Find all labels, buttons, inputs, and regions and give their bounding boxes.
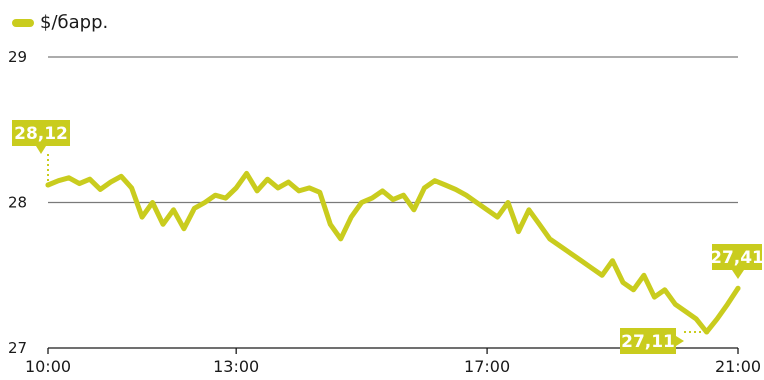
annotation-pointer-2	[732, 270, 744, 279]
y-tick-label-28: 28	[8, 194, 27, 212]
annotation-label-1: 27,11	[621, 332, 675, 352]
annotation-box-1	[620, 328, 676, 354]
x-tick-label-2100: 21:00	[715, 357, 761, 376]
annotation-pointer-1	[676, 336, 684, 346]
x-tick-label-1700: 17:00	[464, 357, 510, 376]
annotation-point-1	[704, 329, 710, 335]
annotation-label-0: 28,12	[14, 124, 68, 144]
legend-swatch	[12, 18, 34, 27]
legend-label: $/барр.	[40, 12, 109, 33]
legend: $/барр.	[12, 12, 108, 33]
x-tick-label-1000: 10:00	[25, 357, 71, 376]
annotation-point-2	[735, 285, 741, 291]
x-tick-label-1300: 13:00	[213, 357, 259, 376]
series-line-0	[45, 170, 741, 335]
annotation-label-2: 27,41	[710, 248, 764, 268]
annotation-box-2	[712, 244, 762, 270]
annotation-pointer-0	[36, 146, 46, 154]
y-tick-label-27: 27	[8, 339, 27, 357]
y-tick-label-29: 29	[8, 48, 27, 66]
annotation-box-0	[12, 120, 70, 146]
